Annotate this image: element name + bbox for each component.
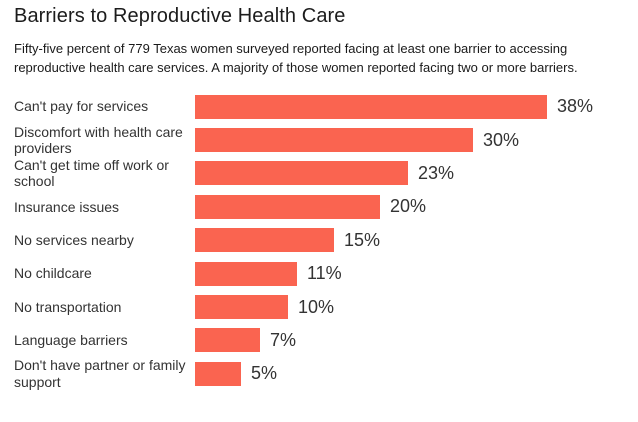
category-label: Insurance issues [14,198,120,215]
category-label: No transportation [14,298,122,315]
value-label: 30% [483,129,520,150]
bar [195,261,297,286]
bar [195,295,288,320]
value-label: 5% [251,363,278,384]
bar-row: Language barriers 7% [14,324,624,357]
bar [195,161,408,186]
category-label: Language barriers [14,332,128,349]
bar-row: Can't get time off work or school 23% [14,157,624,190]
category-label: No childcare [14,265,92,282]
bar-rows: Can't pay for services 38% Discomfort with… [14,90,624,391]
bar-row: Insurance issues 20% [14,190,624,223]
bar [195,94,547,119]
chart-subtitle: Fifty-five percent of 779 Texas women su… [14,41,578,75]
value-label: 15% [344,229,381,250]
category-label: Can't pay for services [14,98,149,115]
value-label: 10% [298,296,335,317]
value-label: 23% [418,162,455,183]
bar [195,361,241,386]
bar [195,228,334,253]
value-label: 20% [390,196,427,217]
category-label: Don't have partner or family support [14,357,186,390]
bar-row: Can't pay for services 38% [14,90,624,123]
category-label: Discomfort with health care providers [14,123,183,157]
chart-title: Barriers to Reproductive Health Care [14,5,346,27]
value-label: 7% [270,329,297,350]
bar [195,128,473,153]
bar-row: No childcare 11% [14,257,624,290]
bar-chart: Can't pay for services 38% Discomfort with… [14,90,624,391]
bar-row: No services nearby 15% [14,224,624,257]
bar-row: Discomfort with health care providers 30% [14,123,624,157]
value-label: 11% [307,263,342,284]
bar-row: No transportation 10% [14,290,624,323]
bar [195,194,380,219]
category-label: No services nearby [14,232,134,248]
category-label: Can't get time off work or school [14,156,169,190]
bar-row: Don't have partner or family support 5% [14,357,624,390]
value-label: 38% [557,96,594,117]
bar [195,328,260,353]
